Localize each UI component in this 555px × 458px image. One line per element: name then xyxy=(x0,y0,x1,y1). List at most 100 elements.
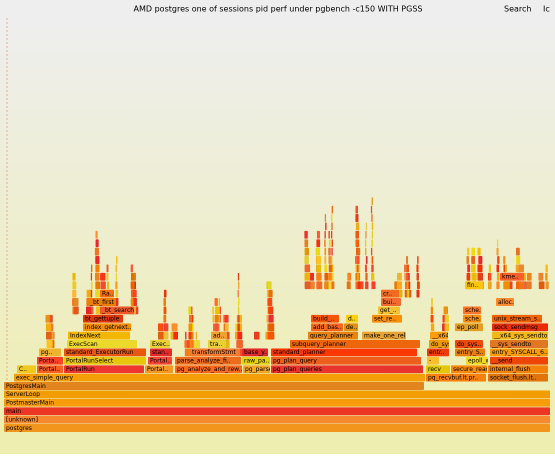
frame-box[interactable] xyxy=(94,247,99,256)
frame-box[interactable] xyxy=(488,264,492,273)
frame-box[interactable] xyxy=(85,306,92,315)
frame-box[interactable] xyxy=(95,289,101,298)
frame-box[interactable] xyxy=(466,256,470,264)
frame-box[interactable] xyxy=(304,272,311,281)
frame-box[interactable] xyxy=(268,306,274,315)
frame-box[interactable] xyxy=(328,247,331,256)
frame-box[interactable] xyxy=(443,314,449,323)
frame-box[interactable] xyxy=(355,205,359,214)
frame-box[interactable] xyxy=(538,272,544,281)
frame-box[interactable] xyxy=(106,272,109,281)
frame-box[interactable] xyxy=(331,247,333,256)
frame-box[interactable] xyxy=(186,340,190,348)
frame-box[interactable]: exec_simple_query xyxy=(14,373,425,382)
frame-box[interactable] xyxy=(219,314,221,323)
frame-box[interactable] xyxy=(430,323,435,332)
frame-box[interactable] xyxy=(304,281,311,290)
frame-box[interactable]: do_sys.. xyxy=(455,340,483,348)
frame-box[interactable]: d.. xyxy=(346,314,358,323)
frame-box[interactable]: add_bas.. xyxy=(311,323,343,332)
frame-box[interactable] xyxy=(107,281,110,290)
frame-box[interactable] xyxy=(545,281,549,290)
frame-box[interactable]: epoll_wait xyxy=(466,356,499,365)
frame-box[interactable] xyxy=(90,272,93,281)
frame-box[interactable]: raw_pa.. xyxy=(242,356,270,365)
frame-box[interactable] xyxy=(404,264,406,273)
frame-box[interactable] xyxy=(408,272,410,281)
frame-box[interactable]: - xyxy=(427,356,439,365)
frame-box[interactable]: pg.. xyxy=(39,348,61,357)
frame-box[interactable]: [unknown] xyxy=(4,415,550,424)
frame-box[interactable]: standard_ExecutorRun xyxy=(64,348,146,357)
frame-box[interactable] xyxy=(365,222,368,231)
frame-box[interactable] xyxy=(496,264,500,273)
frame-box[interactable] xyxy=(406,272,409,281)
frame-box[interactable] xyxy=(316,230,321,239)
frame-box[interactable]: transformStmt xyxy=(190,348,240,357)
frame-box[interactable] xyxy=(365,272,368,281)
frame-box[interactable]: ServerLoop xyxy=(4,390,550,399)
frame-box[interactable] xyxy=(91,306,94,315)
frame-box[interactable] xyxy=(396,281,403,290)
frame-box[interactable] xyxy=(186,348,190,357)
frame-box[interactable] xyxy=(355,214,359,222)
frame-box[interactable] xyxy=(409,289,412,298)
frame-box[interactable] xyxy=(191,314,194,323)
frame-box[interactable] xyxy=(408,281,411,290)
frame-box[interactable]: stan.. xyxy=(150,348,172,357)
frame-box[interactable] xyxy=(477,272,484,281)
frame-box[interactable] xyxy=(304,230,308,239)
frame-box[interactable] xyxy=(328,272,333,281)
frame-box[interactable] xyxy=(316,264,322,273)
frame-box[interactable]: PostmasterMain xyxy=(4,398,550,407)
frame-box[interactable] xyxy=(94,272,100,281)
frame-box[interactable] xyxy=(416,264,419,273)
frame-box[interactable] xyxy=(219,306,221,315)
frame-box[interactable] xyxy=(370,205,373,214)
frame-box[interactable] xyxy=(74,306,79,315)
frame-box[interactable] xyxy=(95,281,101,290)
frame-box[interactable] xyxy=(95,306,102,315)
frame-box[interactable] xyxy=(396,272,402,281)
frame-box[interactable] xyxy=(324,281,329,290)
frame-box[interactable]: do_sys.. xyxy=(429,340,455,348)
frame-box[interactable] xyxy=(477,247,481,256)
frame-box[interactable] xyxy=(188,306,192,315)
frame-box[interactable] xyxy=(442,314,445,323)
frame-box[interactable] xyxy=(45,314,50,323)
frame-box[interactable] xyxy=(115,281,118,290)
frame-box[interactable] xyxy=(95,264,100,273)
frame-box[interactable]: sche.. xyxy=(463,306,483,315)
frame-box[interactable]: entr.. xyxy=(427,348,449,357)
frame-box[interactable] xyxy=(309,281,315,290)
frame-box[interactable] xyxy=(316,247,321,256)
frame-box[interactable]: postgres xyxy=(4,424,550,432)
frame-box[interactable] xyxy=(526,272,532,281)
frame-box[interactable] xyxy=(73,298,79,306)
frame-box[interactable] xyxy=(72,281,77,290)
frame-box[interactable] xyxy=(467,264,471,273)
frame-box[interactable] xyxy=(431,298,433,306)
frame-box[interactable]: PostgresMain xyxy=(4,382,424,390)
frame-box[interactable] xyxy=(316,281,323,290)
frame-box[interactable] xyxy=(212,306,214,315)
frame-box[interactable] xyxy=(331,281,335,290)
frame-box[interactable] xyxy=(100,281,106,290)
frame-box[interactable] xyxy=(267,298,273,306)
frame-box[interactable] xyxy=(130,289,134,298)
frame-box[interactable] xyxy=(443,323,450,332)
frame-box[interactable] xyxy=(405,256,409,264)
frame-box[interactable] xyxy=(214,323,219,332)
frame-box[interactable] xyxy=(471,256,476,264)
frame-box[interactable] xyxy=(100,272,106,281)
frame-box[interactable]: entry_S.. xyxy=(455,348,485,357)
frame-box[interactable]: standard_planner xyxy=(271,348,417,357)
frame-box[interactable] xyxy=(95,239,99,248)
frame-box[interactable] xyxy=(371,239,373,248)
frame-box[interactable] xyxy=(545,272,548,281)
frame-box[interactable] xyxy=(538,281,545,290)
frame-box[interactable] xyxy=(266,289,269,298)
frame-box[interactable] xyxy=(430,306,434,315)
frame-box[interactable] xyxy=(416,281,420,290)
frame-box[interactable] xyxy=(191,340,194,348)
